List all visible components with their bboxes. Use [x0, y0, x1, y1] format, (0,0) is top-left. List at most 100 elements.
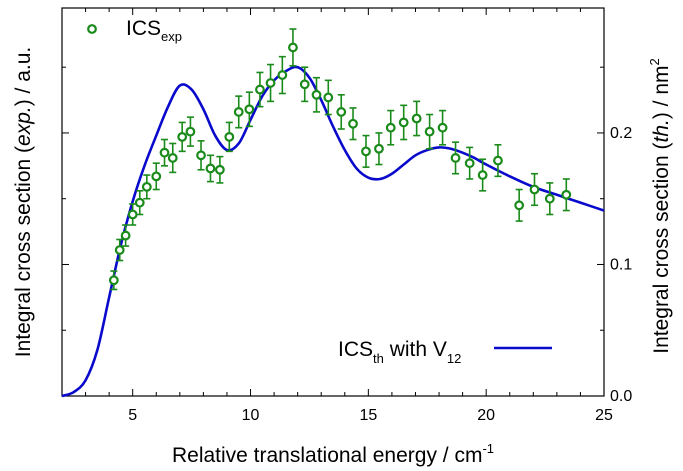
point-marker	[277, 70, 288, 80]
data-point	[311, 76, 322, 113]
y-right-axis-title: Integral cross section (th.) / nm2	[647, 58, 673, 354]
point-marker	[311, 89, 322, 100]
data-point	[277, 55, 288, 95]
legend-label-exp: ICSexp	[126, 17, 182, 44]
point-marker	[374, 143, 384, 154]
data-point	[120, 224, 131, 247]
x-tick-label: 5	[128, 407, 137, 424]
point-marker	[348, 118, 358, 129]
data-point	[437, 109, 448, 146]
axes: 5 10 15 20 25 0.0 0.1 0.2	[61, 7, 632, 424]
data-point	[255, 71, 265, 108]
experiment-points-group	[108, 28, 572, 291]
point-marker	[265, 78, 276, 88]
data-point	[214, 155, 225, 184]
point-marker	[323, 92, 334, 103]
point-marker	[114, 245, 125, 255]
data-point	[544, 182, 555, 216]
data-point	[233, 95, 244, 129]
point-marker	[398, 117, 409, 128]
data-point	[185, 116, 196, 147]
x-axis-title: Relative translational energy / cm-1	[172, 441, 494, 467]
data-point	[514, 188, 525, 222]
point-marker	[127, 209, 138, 220]
data-point	[114, 238, 125, 262]
point-marker	[493, 155, 503, 166]
x-tick-label: 25	[595, 407, 613, 424]
data-point	[127, 203, 138, 226]
data-point	[108, 270, 119, 291]
data-point	[159, 138, 170, 167]
point-marker	[233, 107, 244, 117]
y-left-axis-title: Integral cross section (exp.) / a.u.	[12, 47, 35, 358]
data-point	[151, 162, 162, 191]
point-marker	[544, 193, 555, 204]
legend-marker-exp	[87, 24, 97, 34]
data-point	[205, 154, 216, 183]
point-marker	[514, 200, 525, 211]
point-marker	[424, 126, 435, 137]
point-marker	[255, 84, 265, 95]
data-point	[424, 113, 435, 150]
legend-label-th: ICSth with V12	[338, 338, 461, 366]
data-point	[224, 121, 235, 153]
point-marker	[299, 79, 310, 90]
data-point	[450, 141, 461, 175]
data-point	[374, 132, 384, 166]
y-right-tick-label: 0.0	[610, 388, 632, 405]
point-marker	[361, 146, 371, 157]
data-point	[385, 109, 396, 146]
data-point	[464, 146, 475, 180]
data-point	[299, 66, 310, 103]
point-marker	[185, 126, 196, 137]
point-marker	[288, 42, 298, 53]
plot-frame	[61, 7, 605, 397]
point-marker	[108, 275, 119, 286]
data-point	[288, 28, 298, 67]
point-marker	[151, 171, 162, 182]
point-marker	[529, 184, 540, 195]
point-marker	[205, 163, 216, 174]
point-marker	[450, 153, 461, 163]
data-point	[167, 142, 178, 174]
y-right-tick-label: 0.2	[610, 125, 632, 142]
point-marker	[214, 164, 225, 175]
data-point	[529, 172, 540, 207]
point-marker	[167, 153, 178, 163]
y-right-tick-label: 0.1	[610, 256, 632, 273]
point-marker	[464, 158, 475, 169]
point-marker	[244, 104, 255, 115]
point-marker	[141, 181, 152, 192]
data-point	[244, 91, 255, 128]
data-point	[134, 190, 145, 216]
data-point	[336, 94, 347, 130]
point-marker	[561, 189, 572, 200]
point-marker	[159, 147, 170, 158]
data-point	[323, 79, 334, 116]
data-point	[141, 174, 152, 200]
point-marker	[196, 150, 206, 161]
point-marker	[134, 197, 145, 208]
data-point	[196, 140, 206, 171]
data-point	[477, 158, 488, 192]
point-marker	[477, 170, 488, 180]
point-marker	[437, 122, 448, 133]
data-point	[177, 121, 188, 153]
point-marker	[336, 107, 347, 117]
point-marker	[224, 131, 235, 142]
data-point	[265, 63, 276, 103]
data-point	[348, 107, 358, 141]
point-marker	[120, 230, 131, 241]
x-tick-label: 15	[359, 407, 377, 424]
data-point	[398, 104, 409, 141]
data-point	[561, 178, 572, 212]
axis-labels: Relative translational energy / cm-1 Inte…	[12, 47, 673, 467]
theory-curve	[61, 65, 605, 398]
legend: ICSexp ICSth with V12	[87, 17, 552, 366]
data-point	[361, 134, 371, 168]
point-marker	[385, 122, 396, 133]
point-marker	[177, 131, 188, 142]
x-tick-label: 10	[242, 407, 260, 424]
data-point	[411, 100, 422, 137]
